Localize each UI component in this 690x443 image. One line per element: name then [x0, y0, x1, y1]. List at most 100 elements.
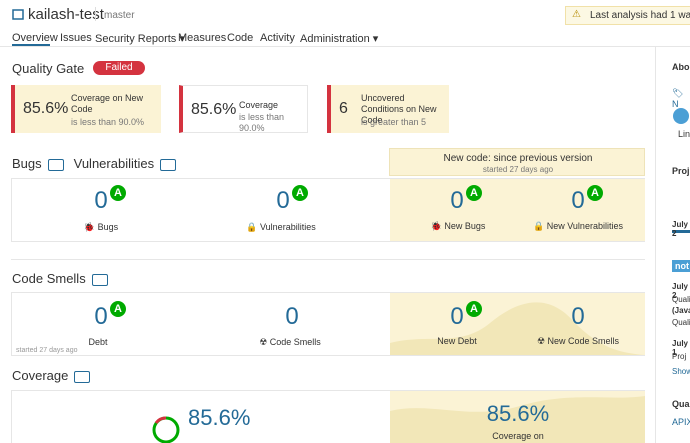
coverage-donut — [152, 416, 180, 443]
label-text: New Vulnerabilities — [546, 221, 623, 231]
nav-item[interactable]: Issues — [60, 32, 92, 44]
rating: A — [466, 185, 482, 201]
branch[interactable]: master — [104, 10, 135, 21]
sidebar-text: Lin — [678, 129, 690, 139]
nav-item[interactable]: Security Reports ▾ — [95, 33, 185, 45]
condition-value: 85.6% — [191, 101, 237, 118]
condition-card[interactable]: 6 Uncovered Conditions on New Code is gr… — [327, 85, 449, 133]
link-icon[interactable] — [74, 370, 91, 383]
measure-value[interactable]: 0 — [276, 187, 290, 214]
sidebar-link[interactable]: 🏷 N — [672, 88, 684, 109]
sidebar-date: July 2 — [672, 282, 689, 300]
new-code-area — [390, 391, 645, 443]
label-text: Bugs — [97, 222, 119, 232]
measure-label: ☢ Code Smells — [259, 337, 321, 347]
panel: 0 A 🐞 Bugs 0 A 🔒 Vulnerabilities 0 A 🐞 N… — [11, 178, 645, 242]
rating: A — [587, 185, 603, 201]
nav-item[interactable]: Administration ▾ — [300, 33, 379, 45]
coverage-value[interactable]: 85.6% — [188, 405, 251, 430]
measure-value[interactable]: 0 — [94, 303, 108, 330]
nav-item[interactable]: Overview — [12, 32, 58, 44]
link-icon[interactable] — [160, 158, 177, 171]
new-code-area — [390, 293, 645, 355]
measure-value[interactable]: 0 — [285, 303, 299, 330]
nav-item[interactable]: Activity — [260, 32, 295, 44]
sidebar-text: Quali — [672, 295, 690, 304]
new-code-title: New code: since previous version — [443, 153, 593, 164]
activity-bar — [672, 230, 690, 233]
measure-label: 🐞 New Bugs — [430, 221, 486, 231]
since: started 27 days ago — [16, 347, 78, 354]
warning-icon: ⚠ — [572, 9, 581, 20]
rating: A — [292, 185, 308, 201]
rating: A — [110, 301, 126, 317]
condition-threshold: is less than 90.0% — [71, 117, 145, 127]
sidebar-badge: not — [672, 260, 690, 272]
sidebar-text: Quali — [672, 318, 690, 327]
condition-metric: Coverage on New Code — [71, 93, 144, 114]
rating: A — [466, 301, 482, 317]
measure-label: 🔒 Vulnerabilities — [246, 222, 316, 232]
link-icon[interactable] — [91, 273, 108, 286]
title-text: Bugs — [12, 156, 42, 171]
section-title: Bugs Vulnerabilities — [12, 156, 177, 171]
measure-value[interactable]: 0 — [571, 303, 585, 330]
sidebar-text: (Java — [672, 306, 690, 315]
warning[interactable]: Last analysis had 1 warnings — [565, 6, 690, 25]
history-chart — [390, 302, 645, 355]
coverage-value[interactable]: 85.6% — [486, 401, 550, 426]
rating: A — [110, 185, 126, 201]
condition-threshold: is less than 90.0% — [239, 112, 285, 133]
measure-value[interactable]: 0 — [571, 187, 585, 214]
condition-card[interactable]: 85.6% Coverage is less than 90.0% — [179, 85, 308, 133]
nav-item[interactable]: Code — [227, 32, 254, 44]
project-icon — [12, 9, 24, 20]
sidebar-link[interactable]: APIX — [672, 417, 690, 427]
measure-label: ☢ New Code Smells — [536, 336, 620, 346]
nav-label[interactable]: Security Reports — [95, 33, 177, 45]
sidebar-date: July 2 — [672, 220, 689, 238]
nav-underline — [12, 44, 50, 46]
sidebar-heading: Abou — [672, 62, 690, 72]
title-text: Coverage — [12, 368, 69, 383]
separator — [11, 259, 645, 260]
measure-label: Debt — [88, 337, 108, 347]
panel: 0 A Debt started 27 days ago 0 ☢ Code Sm… — [11, 292, 645, 356]
label-text: Code Smells — [269, 337, 321, 347]
status-badge: Failed — [93, 61, 145, 75]
sidebar-icon — [673, 108, 689, 124]
divider — [95, 7, 96, 21]
header-border — [0, 46, 690, 47]
measure-value[interactable]: 0 — [94, 187, 108, 214]
label-text: Vulnerabilities — [260, 222, 316, 232]
new-code-header: New code: since previous version started… — [389, 148, 645, 176]
label-text: New Bugs — [444, 221, 486, 231]
title-text: Vulnerabilities — [73, 156, 155, 171]
condition-card[interactable]: 85.6% Coverage on New Code is less than … — [11, 85, 161, 133]
history-chart — [390, 396, 645, 443]
condition-value: 6 — [339, 100, 348, 117]
sidebar-text: Proj — [672, 352, 687, 361]
condition-threshold: is greater than 5 — [361, 117, 427, 127]
condition-value: 85.6% — [23, 100, 69, 117]
new-code-since: started 27 days ago — [482, 165, 554, 174]
measure-label: 🔒 New Vulnerabilities — [533, 221, 623, 231]
section-title: Coverage — [12, 368, 91, 383]
nav-label[interactable]: Administration — [300, 33, 370, 45]
sidebar-border — [655, 47, 656, 443]
nav-item[interactable]: Measures — [178, 32, 227, 44]
measure-value[interactable]: 0 — [450, 303, 464, 330]
link-icon[interactable] — [47, 158, 64, 171]
sidebar-link[interactable]: Show — [672, 367, 690, 376]
project-name[interactable]: kailash-test — [28, 6, 104, 23]
link-text[interactable]: N — [672, 99, 679, 109]
section-title: Quality Gate — [12, 61, 85, 76]
label-text: New Code Smells — [547, 336, 620, 346]
measure-value[interactable]: 0 — [450, 187, 464, 214]
sidebar-heading: Proj — [672, 166, 690, 176]
condition-metric: Coverage — [239, 100, 279, 110]
sidebar-heading: Qual — [672, 399, 690, 409]
measure-label: New Debt — [437, 336, 477, 346]
title-text: Code Smells — [12, 271, 86, 286]
